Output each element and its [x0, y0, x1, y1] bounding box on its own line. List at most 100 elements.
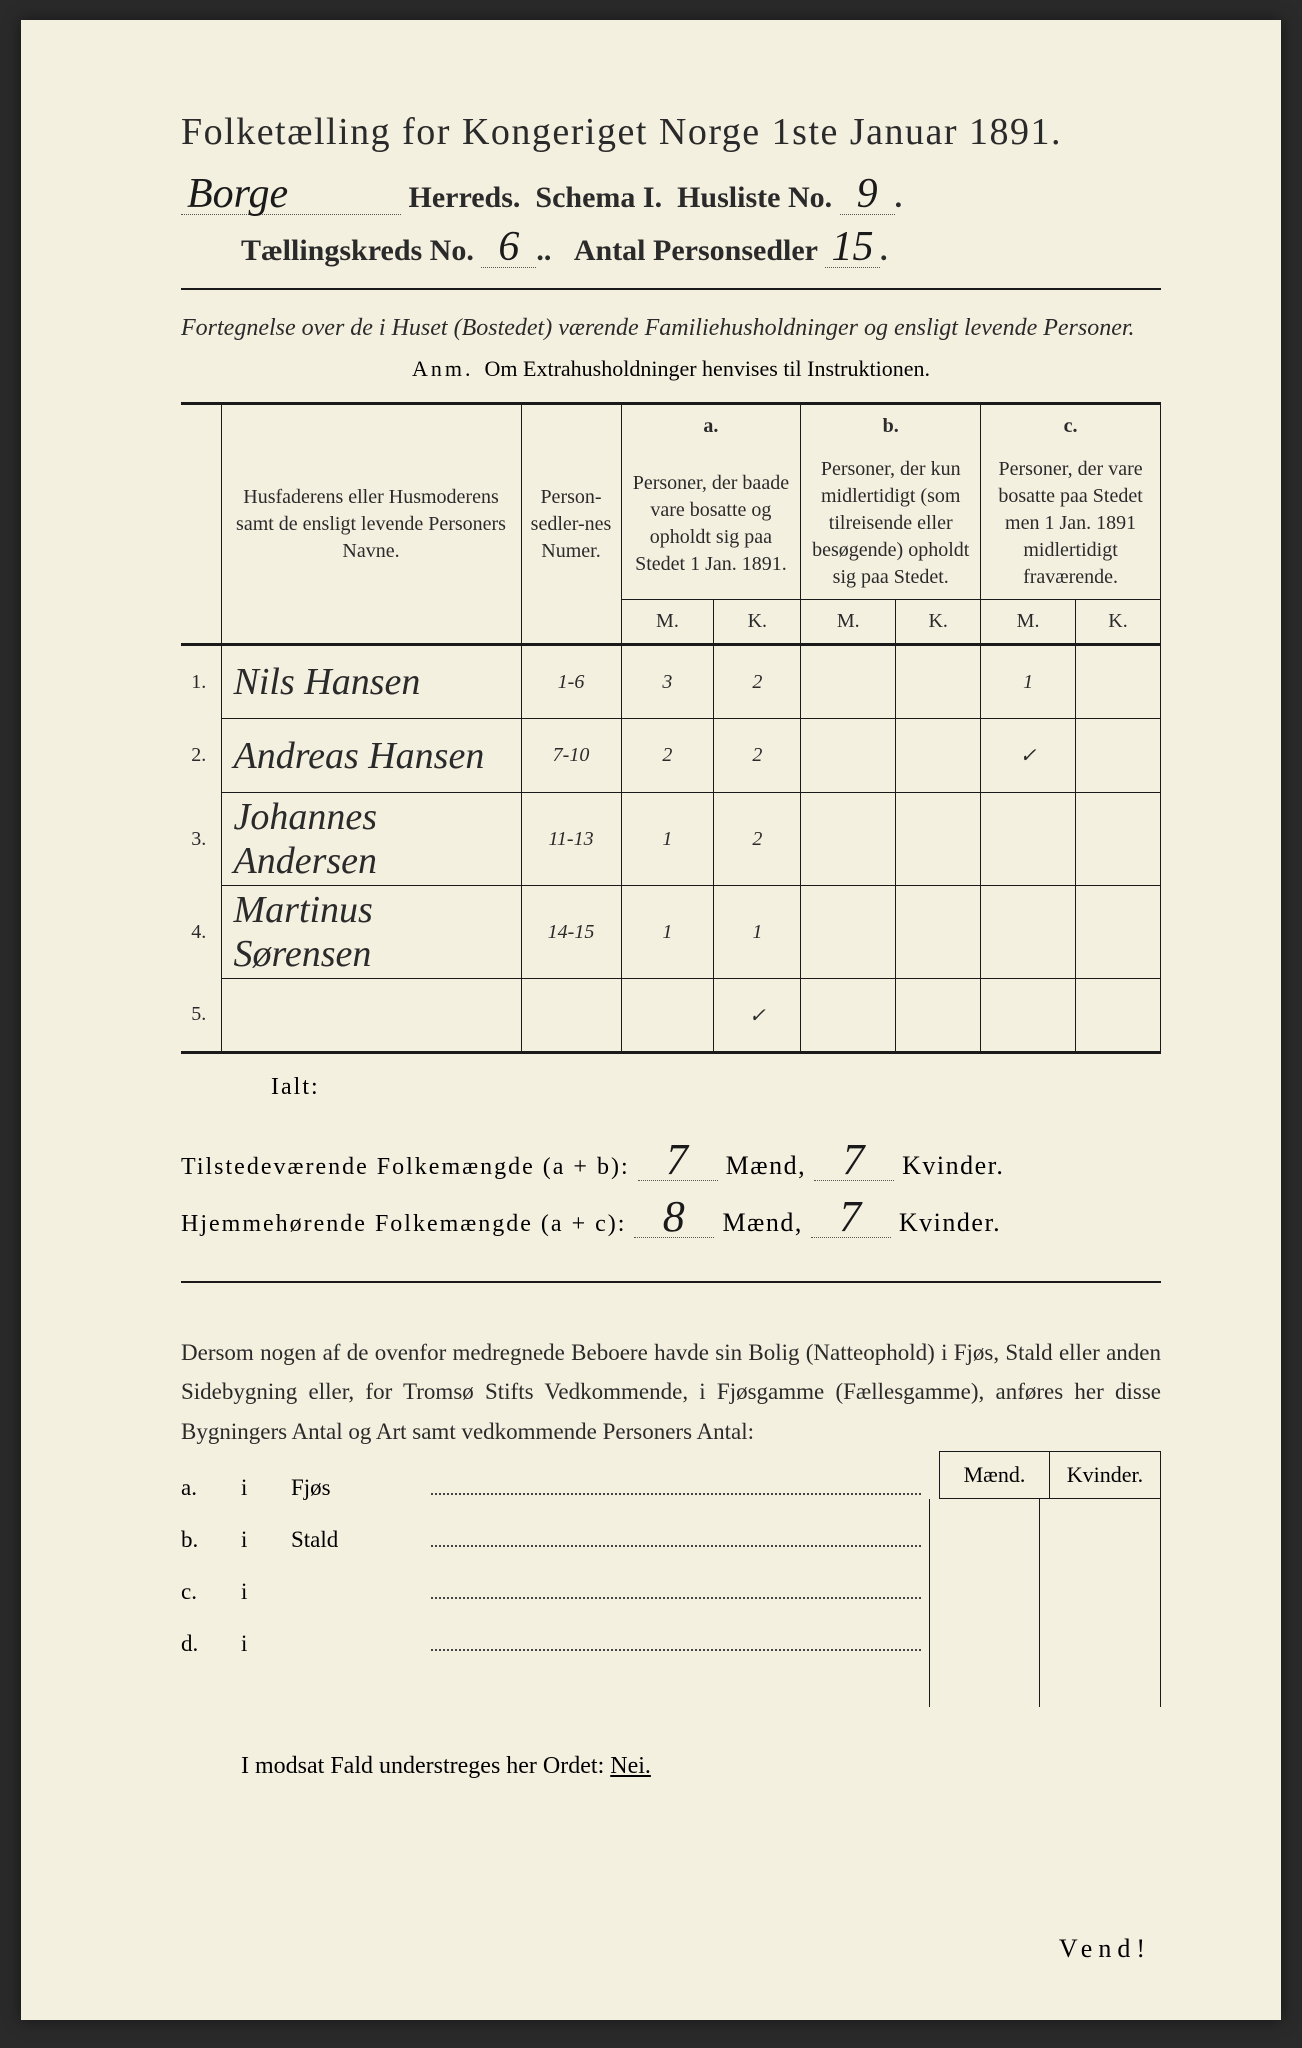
- anm-text: Om Extrahusholdninger henvises til Instr…: [485, 356, 930, 381]
- col-b-m: M.: [801, 600, 896, 645]
- totals-2-klabel: Kvinder.: [899, 1208, 1001, 1237]
- mk-header: Mænd. Kvinder.: [939, 1451, 1161, 1499]
- header-line-1: Borge Herreds. Schema I. Husliste No. 9.: [181, 176, 1161, 215]
- ialt-label: Ialt:: [271, 1074, 1161, 1101]
- totals-1-k: 7: [814, 1140, 894, 1181]
- table-body: 1. Nils Hansen 1-6 3 2 1 2. Andreas Hans…: [181, 645, 1161, 1053]
- schema-label: Schema I.: [535, 181, 662, 214]
- vend-label: Vend!: [1059, 1934, 1151, 1964]
- col-c-label: c.: [1064, 415, 1078, 437]
- col-numer: Person-sedler-nes Numer.: [521, 404, 621, 645]
- cell-ck: [1076, 645, 1161, 719]
- person-name: [221, 979, 521, 1053]
- cell-cm: [981, 793, 1076, 886]
- building-lbl: a.: [181, 1475, 241, 1501]
- cell-ak: 2: [714, 645, 801, 719]
- cell-cm: ✓: [981, 719, 1076, 793]
- table-row: 4. Martinus Sørensen 14-15 1 1: [181, 886, 1161, 979]
- cell-bm: [801, 719, 896, 793]
- building-i: i: [241, 1527, 291, 1553]
- lower-paragraph: Dersom nogen af de ovenfor medregnede Be…: [181, 1333, 1161, 1450]
- herred-label: Herreds.: [409, 181, 521, 214]
- totals-1-klabel: Kvinder.: [902, 1151, 1004, 1180]
- person-numer: 7-10: [521, 719, 621, 793]
- cell-bk: [896, 886, 981, 979]
- maend-label: Mænd.: [940, 1452, 1050, 1498]
- cell-am: 3: [621, 645, 714, 719]
- husliste-value: 9: [840, 176, 895, 215]
- cell-am: 1: [621, 793, 714, 886]
- row-num: 2.: [181, 719, 221, 793]
- cell-bm: [801, 979, 896, 1053]
- cell-ck: [1076, 719, 1161, 793]
- col-a-m: M.: [621, 600, 714, 645]
- row-num: 3.: [181, 793, 221, 886]
- building-name: Fjøs: [291, 1475, 431, 1501]
- kreds-label: Tællingskreds No.: [241, 234, 474, 267]
- person-numer: 1-6: [521, 645, 621, 719]
- totals-line-1: Tilstedeværende Folkemængde (a + b): 7 M…: [181, 1137, 1161, 1194]
- header-line-2: Tællingskreds No. 6.. Antal Personsedler…: [181, 229, 1161, 268]
- totals-block: Tilstedeværende Folkemængde (a + b): 7 M…: [181, 1137, 1161, 1251]
- row-num: 1.: [181, 645, 221, 719]
- cell-bk: [896, 979, 981, 1053]
- building-list: a. i Fjøs b. i Stald c. i: [181, 1475, 929, 1683]
- cell-am: [621, 979, 714, 1053]
- table-row: 3. Johannes Andersen 11-13 1 2: [181, 793, 1161, 886]
- dotted-line: [431, 1597, 921, 1599]
- person-name: Andreas Hansen: [221, 719, 521, 793]
- maend-col: [930, 1499, 1040, 1707]
- husliste-label: Husliste No.: [677, 181, 832, 214]
- building-row: b. i Stald: [181, 1527, 929, 1579]
- totals-1-mlabel: Mænd,: [726, 1151, 806, 1180]
- person-numer: [521, 979, 621, 1053]
- col-b-text: Personer, der kun midlertidigt (som tilr…: [801, 448, 981, 600]
- herred-value: Borge: [181, 176, 401, 215]
- sedler-label: Antal Personsedler: [574, 234, 818, 267]
- building-row: a. i Fjøs: [181, 1475, 929, 1527]
- totals-1-m: 7: [638, 1140, 718, 1181]
- cell-cm: [981, 886, 1076, 979]
- cell-ak: 2: [714, 719, 801, 793]
- building-name: Stald: [291, 1527, 431, 1553]
- divider-2: [181, 1281, 1161, 1283]
- divider: [181, 288, 1161, 290]
- table-row: 5. ✓: [181, 979, 1161, 1053]
- totals-1-label: Tilstedeværende Folkemængde (a + b):: [181, 1154, 630, 1180]
- building-lbl: d.: [181, 1631, 241, 1657]
- totals-2-k: 7: [811, 1197, 891, 1238]
- person-name: Johannes Andersen: [221, 793, 521, 886]
- col-names: Husfaderens eller Husmoderens samt de en…: [221, 404, 521, 645]
- col-a-text: Personer, der baade vare bosatte og opho…: [621, 448, 801, 600]
- building-row: d. i: [181, 1631, 929, 1683]
- cell-cm: [981, 979, 1076, 1053]
- person-numer: 14-15: [521, 886, 621, 979]
- kreds-value: 6: [481, 229, 536, 268]
- cell-bm: [801, 645, 896, 719]
- building-lbl: c.: [181, 1579, 241, 1605]
- cell-am: 2: [621, 719, 714, 793]
- dotted-line: [431, 1649, 921, 1651]
- cell-bk: [896, 645, 981, 719]
- cell-ak: 2: [714, 793, 801, 886]
- cell-ak: ✓: [714, 979, 801, 1053]
- cell-ck: [1076, 886, 1161, 979]
- col-a-k: K.: [714, 600, 801, 645]
- person-name: Nils Hansen: [221, 645, 521, 719]
- col-a-label: a.: [703, 415, 718, 437]
- table-row: 2. Andreas Hansen 7-10 2 2 ✓: [181, 719, 1161, 793]
- building-row: c. i: [181, 1579, 929, 1631]
- building-lbl: b.: [181, 1527, 241, 1553]
- subtitle-text: Fortegnelse over de i Huset (Bostedet) v…: [181, 315, 1135, 341]
- cell-cm: 1: [981, 645, 1076, 719]
- bottom-text: I modsat Fald understreges her Ordet:: [241, 1753, 604, 1779]
- building-i: i: [241, 1579, 291, 1605]
- cell-bk: [896, 793, 981, 886]
- cell-am: 1: [621, 886, 714, 979]
- anm-label: Anm.: [412, 356, 474, 381]
- col-c-text: Personer, der vare bosatte paa Stedet me…: [981, 448, 1161, 600]
- col-b-k: K.: [896, 600, 981, 645]
- col-b-label: b.: [883, 415, 899, 437]
- building-i: i: [241, 1475, 291, 1501]
- cell-bm: [801, 793, 896, 886]
